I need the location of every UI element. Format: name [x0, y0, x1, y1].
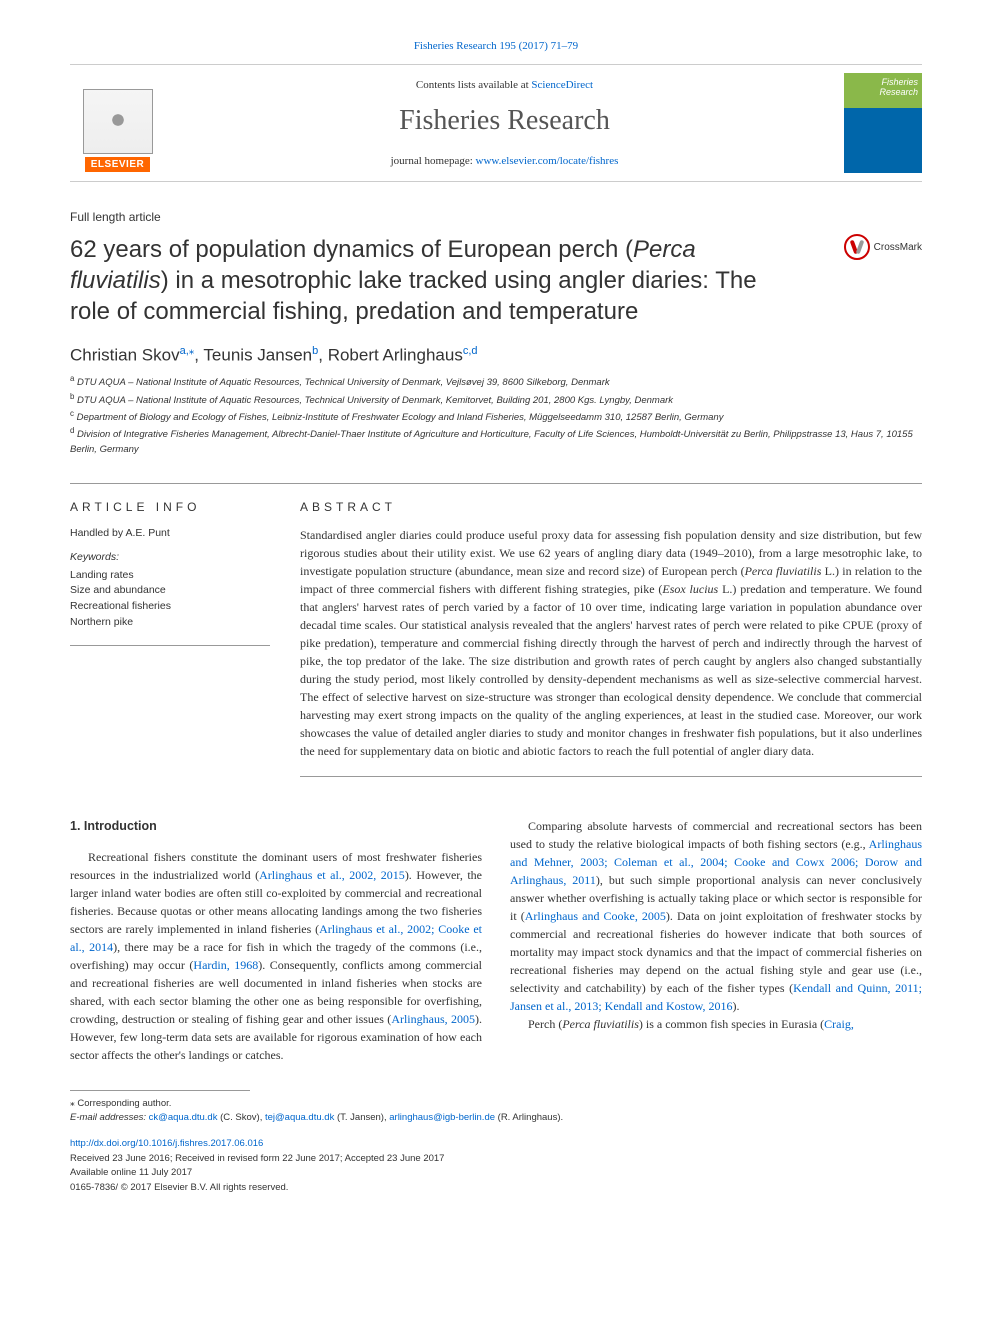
- publisher-label: ELSEVIER: [85, 157, 150, 172]
- affiliation-c: c Department of Biology and Ecology of F…: [70, 408, 922, 425]
- abstract-column: ABSTRACT Standardised angler diaries cou…: [300, 483, 922, 777]
- author-1-aff[interactable]: a,: [180, 345, 189, 357]
- p3a: Perch (: [528, 1017, 562, 1031]
- footer-separator: [70, 1090, 250, 1091]
- email-line: E-mail addresses: ck@aqua.dtu.dk (C. Sko…: [70, 1111, 922, 1125]
- keyword-2: Recreational fisheries: [70, 599, 270, 615]
- copyright-line: 0165-7836/ © 2017 Elsevier B.V. All righ…: [70, 1181, 922, 1195]
- sciencedirect-link[interactable]: ScienceDirect: [531, 79, 593, 91]
- abs-species2: Esox lucius: [662, 582, 718, 596]
- doi-line: http://dx.doi.org/10.1016/j.fishres.2017…: [70, 1137, 922, 1151]
- p1-cite3[interactable]: Hardin, 1968: [193, 958, 258, 972]
- doi-link[interactable]: http://dx.doi.org/10.1016/j.fishres.2017…: [70, 1138, 263, 1149]
- contents-line: Contents lists available at ScienceDirec…: [165, 79, 844, 91]
- author-1: Christian Skov: [70, 345, 180, 364]
- author-2: , Teunis Jansen: [194, 345, 312, 364]
- affiliation-b: b DTU AQUA – National Institute of Aquat…: [70, 391, 922, 408]
- corresponding-author: ⁎ Corresponding author.: [70, 1097, 922, 1111]
- aff-c-text: Department of Biology and Ecology of Fis…: [77, 412, 724, 423]
- email-2-who: (R. Arlinghaus).: [495, 1112, 563, 1123]
- crossmark-badge[interactable]: CrossMark: [844, 234, 922, 260]
- affiliations: a DTU AQUA – National Institute of Aquat…: [70, 373, 922, 457]
- email-label: E-mail addresses:: [70, 1112, 146, 1123]
- aff-d-text: Division of Integrative Fisheries Manage…: [70, 430, 913, 455]
- p1-cite4[interactable]: Arlinghaus, 2005: [391, 1012, 475, 1026]
- keyword-3: Northern pike: [70, 615, 270, 631]
- homepage-link[interactable]: www.elsevier.com/locate/fishres: [476, 155, 619, 167]
- author-list: Christian Skova,⁎, Teunis Jansenb, Rober…: [70, 344, 922, 366]
- header-citation: Fisheries Research 195 (2017) 71–79: [70, 40, 922, 52]
- publisher-logo: ELSEVIER: [70, 74, 165, 172]
- paragraph-3: Perch (Perca fluviatilis) is a common fi…: [510, 1015, 922, 1033]
- footer: ⁎ Corresponding author. E-mail addresses…: [70, 1097, 922, 1196]
- email-1-who: (T. Jansen),: [334, 1112, 389, 1123]
- journal-title: Fisheries Research: [165, 105, 844, 137]
- keyword-1: Size and abundance: [70, 583, 270, 599]
- elsevier-tree-icon: [83, 89, 153, 154]
- journal-cover: Fisheries Research: [844, 73, 922, 173]
- article-type: Full length article: [70, 210, 922, 224]
- keyword-0: Landing rates: [70, 568, 270, 584]
- affiliation-a: a DTU AQUA – National Institute of Aquat…: [70, 373, 922, 390]
- abs-species1: Perca fluviatilis: [745, 564, 822, 578]
- p2-cite2[interactable]: Arlinghaus and Cooke, 2005: [525, 909, 666, 923]
- aff-b-text: DTU AQUA – National Institute of Aquatic…: [77, 395, 673, 406]
- p3b: ) is a common fish species in Eurasia (: [639, 1017, 824, 1031]
- article-title: 62 years of population dynamics of Europ…: [70, 234, 800, 328]
- title-post: ) in a mesotrophic lake tracked using an…: [70, 267, 757, 325]
- homepage-prefix: journal homepage:: [391, 155, 476, 167]
- received-line: Received 23 June 2016; Received in revis…: [70, 1152, 922, 1166]
- abstract-header: ABSTRACT: [300, 484, 922, 526]
- author-3: , Robert Arlinghaus: [318, 345, 463, 364]
- affiliation-d: d Division of Integrative Fisheries Mana…: [70, 425, 922, 457]
- p2d: ).: [733, 999, 740, 1013]
- available-line: Available online 11 July 2017: [70, 1166, 922, 1180]
- paragraph-1: Recreational fishers constitute the domi…: [70, 848, 482, 1064]
- crossmark-label: CrossMark: [874, 242, 922, 253]
- keywords-label: Keywords:: [70, 550, 270, 566]
- journal-cover-title: Fisheries Research: [848, 77, 918, 97]
- email-0[interactable]: ck@aqua.dtu.dk: [149, 1112, 218, 1123]
- p3-cite[interactable]: Craig,: [824, 1017, 854, 1031]
- p1-cite1[interactable]: Arlinghaus et al., 2002, 2015: [259, 868, 405, 882]
- article-info-column: ARTICLE INFO Handled by A.E. Punt Keywor…: [70, 483, 270, 777]
- abstract-text: Standardised angler diaries could produc…: [300, 526, 922, 777]
- handled-by: Handled by A.E. Punt: [70, 526, 270, 542]
- article-info-header: ARTICLE INFO: [70, 484, 270, 526]
- author-3-aff[interactable]: c,d: [463, 345, 478, 357]
- paragraph-2: Comparing absolute harvests of commercia…: [510, 817, 922, 1015]
- p3-species: Perca fluviatilis: [562, 1017, 639, 1031]
- body-text: 1. Introduction Recreational fishers con…: [70, 817, 922, 1064]
- citation-link[interactable]: Fisheries Research 195 (2017) 71–79: [414, 40, 578, 52]
- masthead-center: Contents lists available at ScienceDirec…: [165, 79, 844, 167]
- crossmark-icon: [844, 234, 870, 260]
- masthead: ELSEVIER Contents lists available at Sci…: [70, 64, 922, 182]
- homepage-line: journal homepage: www.elsevier.com/locat…: [165, 155, 844, 167]
- email-1[interactable]: tej@aqua.dtu.dk: [265, 1112, 334, 1123]
- aff-a-text: DTU AQUA – National Institute of Aquatic…: [77, 377, 610, 388]
- title-pre: 62 years of population dynamics of Europ…: [70, 236, 633, 263]
- contents-prefix: Contents lists available at: [416, 79, 531, 91]
- email-0-who: (C. Skov),: [217, 1112, 265, 1123]
- email-2[interactable]: arlinghaus@igb-berlin.de: [389, 1112, 495, 1123]
- intro-heading: 1. Introduction: [70, 817, 482, 836]
- abs-post: L.) predation and temperature. We found …: [300, 582, 922, 758]
- p2a: Comparing absolute harvests of commercia…: [510, 819, 922, 851]
